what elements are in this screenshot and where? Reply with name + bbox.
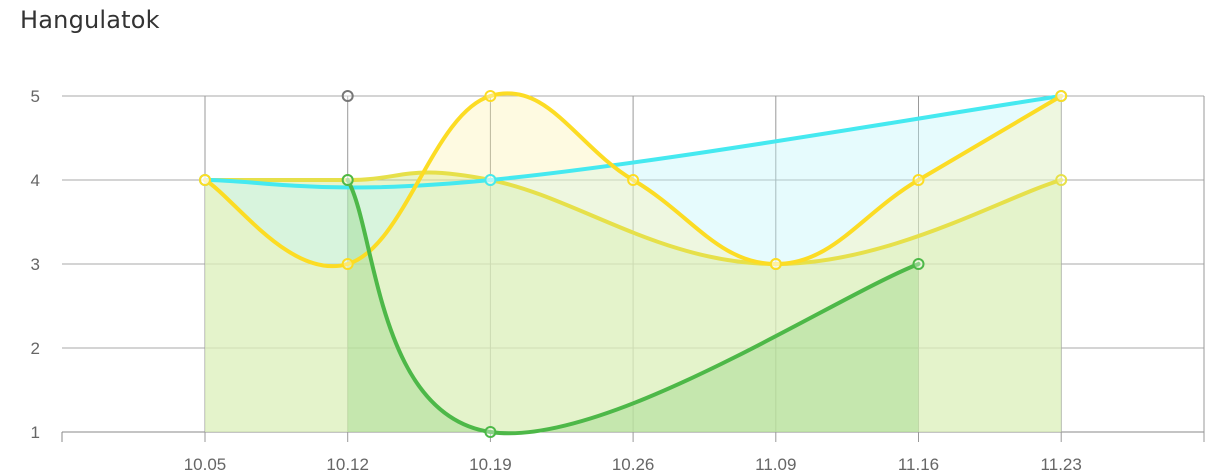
y-tick-label: 5 xyxy=(31,87,40,106)
series-line xyxy=(203,91,1064,269)
series-area xyxy=(205,93,1062,433)
data-point xyxy=(912,258,925,270)
data-point xyxy=(1055,174,1068,186)
y-tick-label: 2 xyxy=(31,339,40,358)
series-line xyxy=(345,178,921,436)
data-point xyxy=(341,174,354,186)
y-tick-label: 3 xyxy=(31,255,40,274)
series-area xyxy=(205,172,1062,432)
series-area xyxy=(205,96,1062,432)
data-point xyxy=(484,174,497,186)
data-point xyxy=(769,258,782,270)
x-tick-label: 11.16 xyxy=(898,455,939,474)
data-point xyxy=(484,426,497,438)
series-line xyxy=(203,94,1064,190)
data-point xyxy=(199,174,211,186)
x-tick-label: 10.05 xyxy=(184,455,227,474)
data-point xyxy=(627,174,640,186)
data-point xyxy=(912,174,925,186)
data-point xyxy=(484,90,497,102)
series-line xyxy=(203,170,1064,267)
x-tick-label: 10.12 xyxy=(326,455,369,474)
data-point xyxy=(1055,90,1068,102)
x-tick-label: 10.19 xyxy=(469,455,512,474)
data-point xyxy=(341,90,354,102)
series-area xyxy=(347,180,919,434)
x-tick-label: 11.23 xyxy=(1041,455,1082,474)
y-tick-label: 1 xyxy=(31,423,40,442)
x-tick-label: 10.26 xyxy=(612,455,655,474)
data-point xyxy=(341,258,354,270)
x-tick-label: 11.09 xyxy=(755,455,796,474)
y-tick-label: 4 xyxy=(31,171,40,190)
chart-title: Hangulatok xyxy=(20,6,160,34)
